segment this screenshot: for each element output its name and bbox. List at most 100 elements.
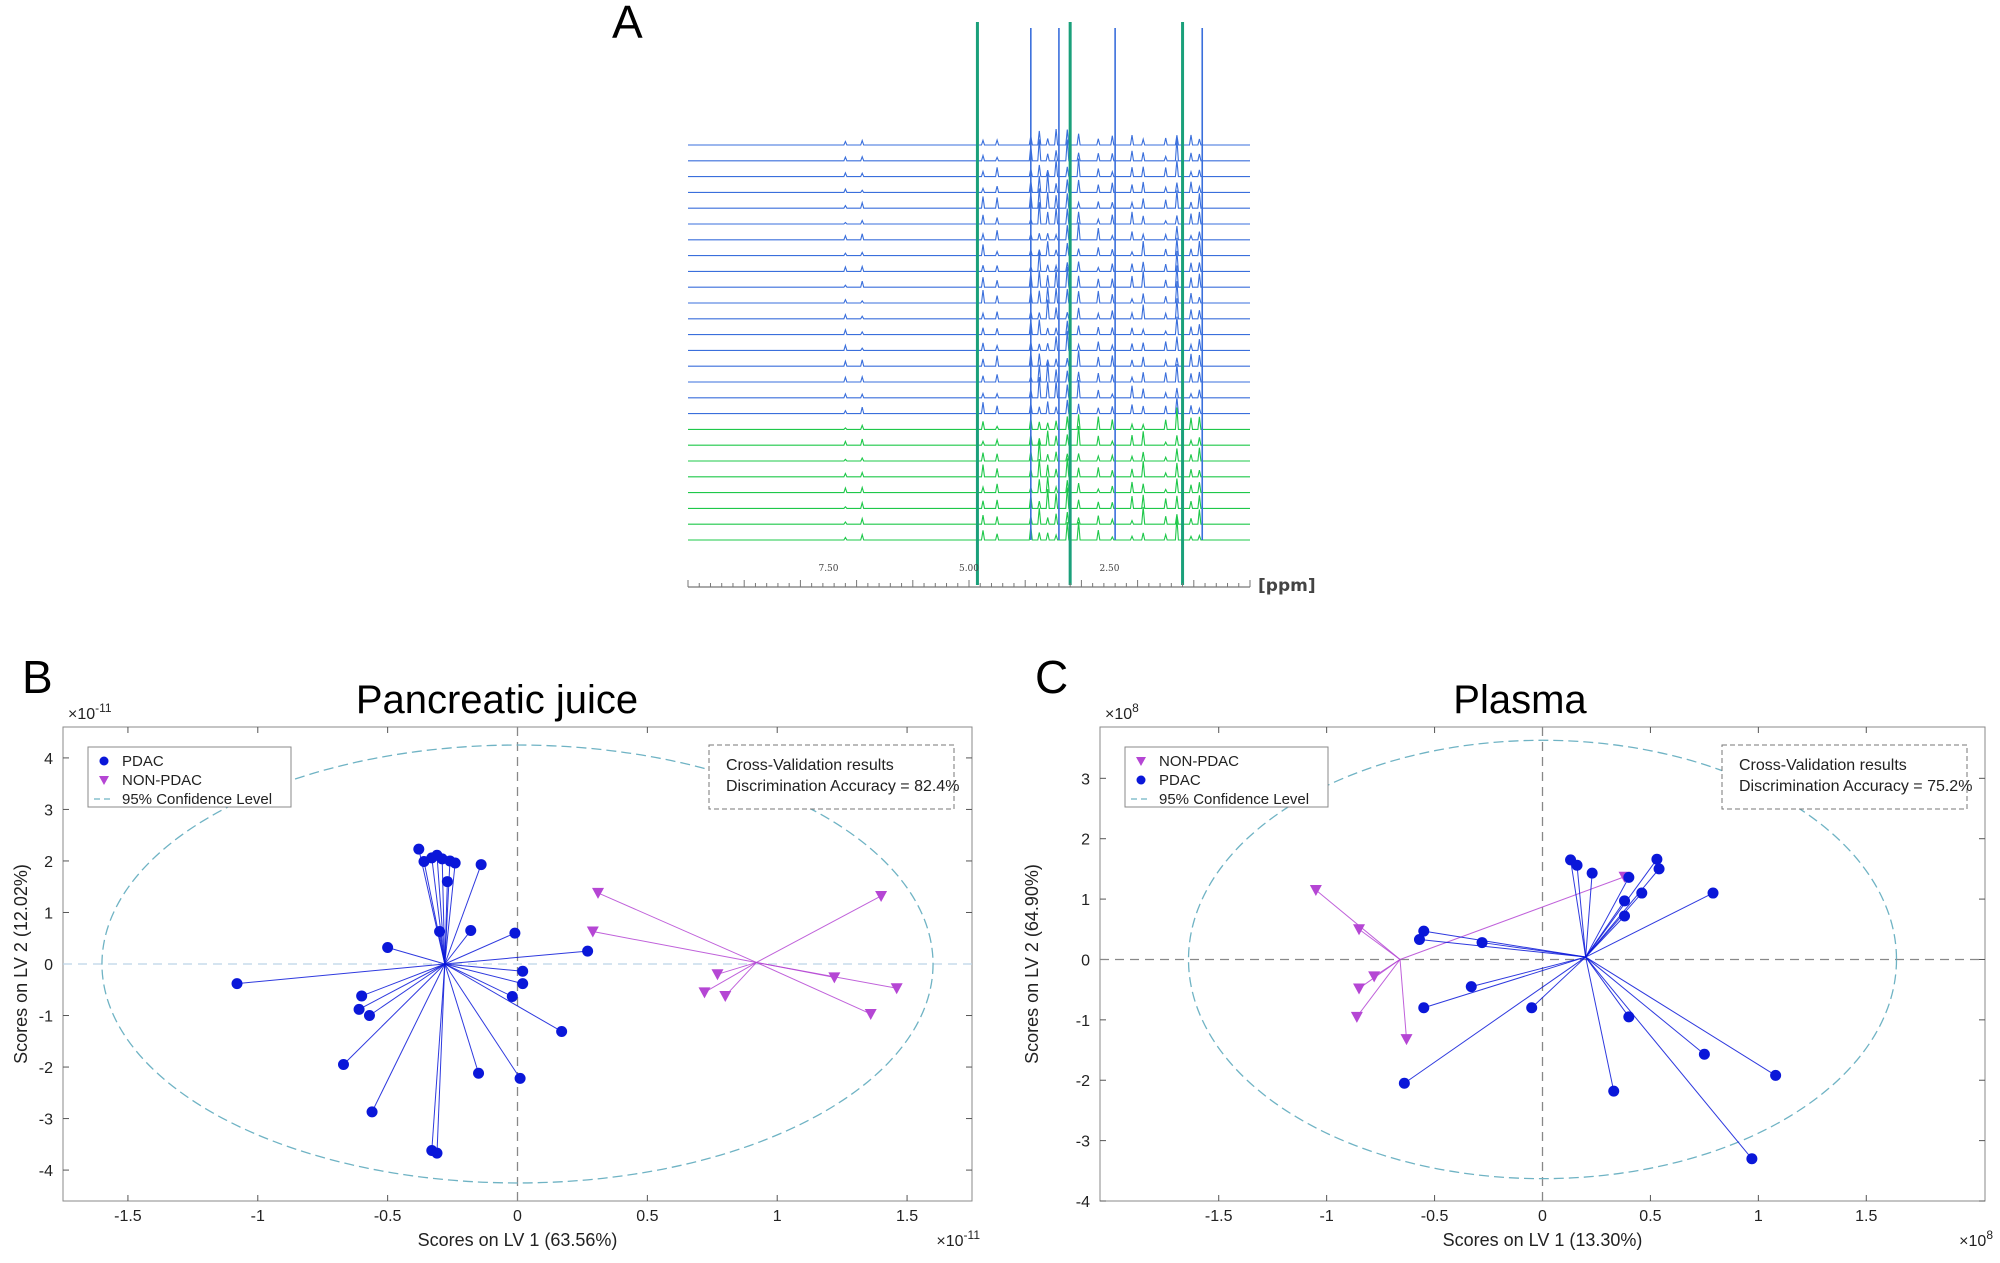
plasma-score-plot: Plasma-1.5 -1 -0.5 0 0.5 1 1.5-4-3-2-10123×108…	[1022, 678, 1993, 1250]
pdac-centroid-link	[444, 881, 448, 965]
pdac-centroid-link	[1531, 956, 1587, 1009]
y-tick-label: -3	[39, 1112, 53, 1129]
pdac-centroid-link	[1576, 865, 1587, 958]
x-tick-label: -0.5	[1421, 1208, 1449, 1225]
x-tick-label: -1.5	[1205, 1208, 1233, 1225]
non_pdac-point	[890, 983, 903, 995]
pdac-centroid-link	[436, 855, 446, 965]
nmr-spectrum-trace	[688, 458, 1250, 478]
non_pdac-centroid-link	[756, 961, 871, 1015]
y-tick-label: 1	[1081, 892, 1090, 909]
non_pdac-centroid-link	[592, 931, 757, 963]
nmr-tick-label: 2.50	[1099, 564, 1119, 574]
y-exponent-label: ×10-11	[68, 701, 112, 723]
pdac-point	[1653, 863, 1665, 875]
pdac-centroid-link	[343, 963, 446, 1065]
pdac-point	[441, 876, 453, 888]
pdac-centroid-link	[1419, 939, 1586, 958]
pdac-point	[353, 1003, 365, 1015]
non_pdac-point	[698, 987, 711, 999]
non_pdac-centroid-link	[1399, 876, 1625, 960]
non_pdac-point	[586, 926, 599, 938]
legend: PDAC NON-PDAC 95% Confidence Level	[87, 746, 292, 808]
pdac-centroid-link	[1423, 930, 1586, 958]
nmr-spectrum-trace	[688, 376, 1250, 399]
nmr-spectrum-trace	[688, 173, 1250, 193]
pdac-point	[231, 978, 243, 990]
y-tick-label: 3	[1081, 771, 1090, 788]
pdac-point	[413, 843, 425, 855]
y-tick-label: 4	[44, 751, 53, 768]
pdac-centroid-link	[444, 963, 523, 985]
pdac-centroid-link	[431, 963, 446, 1151]
y-tick-label: -2	[1076, 1073, 1090, 1090]
nmr-spectrum-trace	[688, 407, 1250, 430]
y-tick-label: -1	[39, 1009, 53, 1026]
x-tick-label: 0.5	[1639, 1208, 1661, 1225]
pdac-centroid-link	[1404, 956, 1586, 1084]
nmr-spectra-stack	[688, 22, 1250, 585]
non_pdac-centroid-link	[704, 962, 757, 993]
nmr-ppm-axis: [ppm] 7.50 5.00 2.50	[687, 564, 1316, 596]
pdac-point	[1636, 887, 1648, 899]
y-tick-label: -2	[39, 1060, 53, 1077]
pdac-point	[465, 925, 477, 937]
non_pdac-point	[592, 887, 605, 899]
pdac-point	[1526, 1002, 1538, 1014]
pdac-point	[1623, 1011, 1635, 1023]
nmr-spectrum-trace	[688, 330, 1250, 351]
nmr-tick-label: 5.00	[959, 564, 979, 574]
x-tick-label: 1.5	[1855, 1208, 1877, 1225]
x-exponent-label: ×108	[1959, 1228, 1993, 1250]
pdac-point	[1770, 1069, 1782, 1081]
pdac-centroid-link	[444, 932, 516, 965]
cross-validation-frame	[1721, 744, 1968, 810]
cross-validation-title: Cross-Validation results	[1739, 757, 1907, 774]
pdac-point	[1619, 910, 1631, 922]
x-tick-label: 1	[773, 1208, 782, 1225]
pdac-point	[337, 1058, 349, 1070]
y-tick-label: -1	[1076, 1013, 1090, 1030]
nmr-spectrum-trace	[688, 222, 1250, 241]
x-tick-label: 1	[1754, 1208, 1763, 1225]
non_pdac-centroid-link	[717, 961, 757, 975]
non_pdac-point	[864, 1008, 877, 1020]
pdac-centroid-link	[358, 963, 446, 1010]
x-tick-label: -1.5	[114, 1208, 142, 1225]
nmr-spectrum-trace	[688, 250, 1250, 272]
pdac-point	[517, 978, 529, 990]
cross-validation-box: Cross-Validation results Discrimination A…	[1721, 744, 1972, 810]
legend-label: NON-PDAC	[1159, 753, 1239, 770]
pdac-centroid-link	[444, 963, 562, 1032]
y-tick-label: -4	[1076, 1194, 1090, 1211]
confidence-ellipse	[1187, 739, 1898, 1180]
legend-label: 95% Confidence Level	[1159, 791, 1309, 808]
pdac-centroid-link	[436, 963, 446, 1154]
pdac-centroid-link	[444, 963, 523, 972]
non_pdac-point	[1353, 983, 1366, 995]
nmr-spectrum-trace	[688, 517, 1250, 541]
x-exponent-power: 8	[1986, 1228, 1993, 1242]
y-exponent-power: -11	[95, 701, 112, 715]
pdac-centroid-link	[387, 947, 445, 965]
pdac-centroid-link	[444, 963, 513, 997]
pdac-centroid-link	[1585, 956, 1630, 1018]
pdac-centroid-link	[1471, 956, 1586, 988]
non_pdac-centroid-link	[1356, 959, 1401, 1018]
x-tick-label: 0	[513, 1208, 522, 1225]
chart-title: Pancreatic juice	[356, 678, 638, 722]
legend-label: PDAC	[122, 753, 164, 770]
legend: NON-PDAC PDAC 95% Confidence Level	[1124, 746, 1329, 808]
nmr-spectrum-trace	[688, 476, 1250, 494]
pdac-point	[1651, 853, 1663, 865]
panel-label-c: C	[1035, 651, 1068, 703]
non_pdac-point	[1350, 1011, 1363, 1023]
non_pdac-point	[719, 990, 732, 1002]
pdac-point	[363, 1010, 375, 1022]
y-tick-label: -4	[39, 1163, 53, 1180]
discrimination-accuracy: Discrimination Accuracy = 82.4%	[726, 778, 959, 795]
nmr-spectrum-trace	[688, 439, 1250, 462]
non_pdac-point	[1368, 971, 1381, 983]
pdac-point	[1698, 1048, 1710, 1060]
pdac-centroid-link	[1585, 892, 1714, 958]
